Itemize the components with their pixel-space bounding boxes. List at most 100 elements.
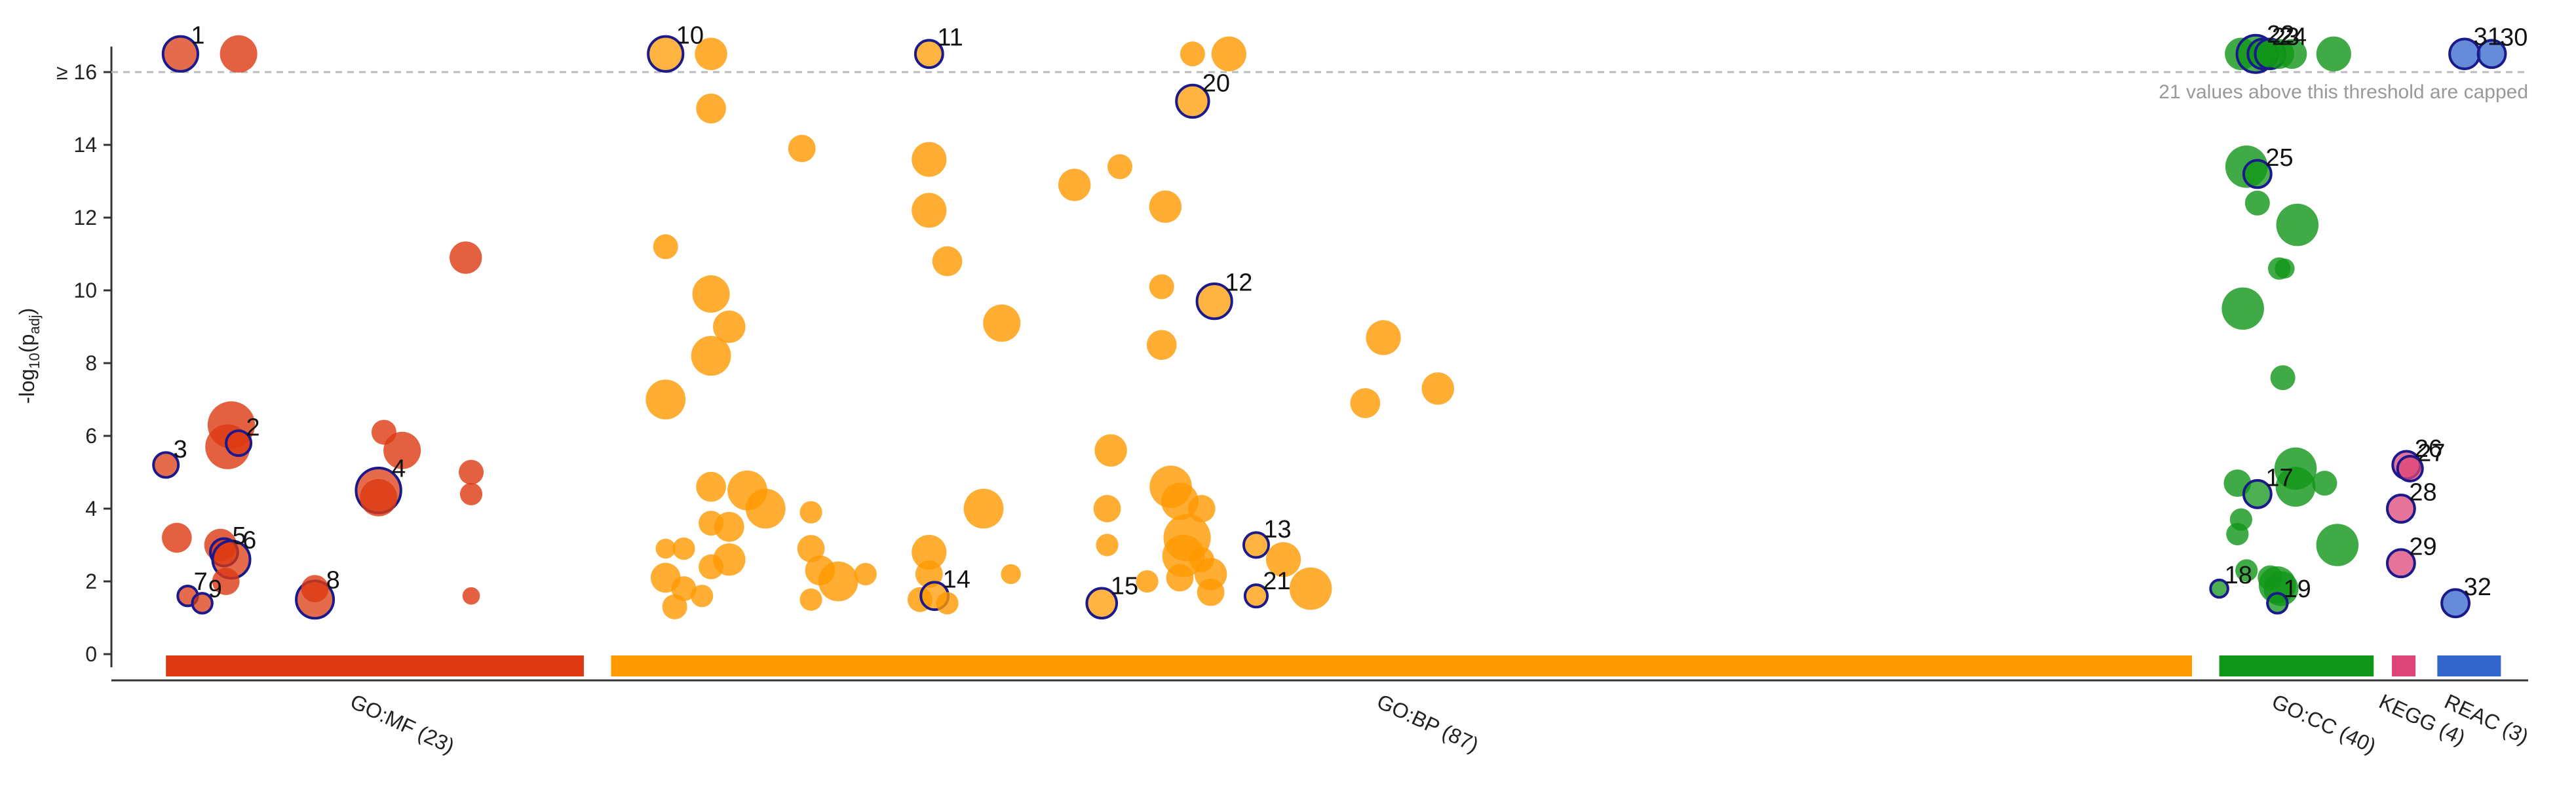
y-tick-label: 0 xyxy=(85,642,97,666)
data-point xyxy=(1265,542,1301,577)
data-point xyxy=(2276,203,2319,246)
data-point xyxy=(1175,83,1210,119)
point-label: 26 xyxy=(2415,435,2442,463)
data-point xyxy=(2266,592,2289,615)
data-point xyxy=(162,522,192,553)
data-point xyxy=(2316,36,2351,71)
data-point xyxy=(2440,588,2470,619)
data-point xyxy=(1211,36,1246,71)
data-point xyxy=(912,142,947,177)
data-point xyxy=(2316,524,2359,566)
point-label: 29 xyxy=(2409,534,2436,561)
y-tick-label: 10 xyxy=(73,279,97,302)
point-label: 18 xyxy=(2225,562,2252,589)
point-label: 3 xyxy=(174,436,187,463)
data-point xyxy=(383,431,421,469)
data-point xyxy=(647,35,685,73)
data-point xyxy=(2244,190,2270,216)
data-point xyxy=(936,592,959,615)
source-label: GO:MF (23) xyxy=(347,690,458,758)
point-label: 20 xyxy=(1202,70,1230,98)
data-point xyxy=(1107,154,1132,180)
data-point xyxy=(714,511,744,542)
y-tick-label: 14 xyxy=(73,133,97,157)
point-label: 27 xyxy=(2417,440,2445,467)
y-tick-label: 6 xyxy=(85,424,97,448)
data-point xyxy=(1058,168,1091,201)
data-point xyxy=(1195,283,1233,321)
point-label: 13 xyxy=(1263,516,1291,543)
data-point xyxy=(912,535,947,570)
data-point xyxy=(713,310,746,343)
data-point xyxy=(2226,522,2249,545)
point-label: 5 xyxy=(232,522,246,550)
data-point xyxy=(1093,495,1121,522)
y-tick-label: 2 xyxy=(85,570,97,593)
data-point xyxy=(360,478,398,516)
point-label: 15 xyxy=(1111,573,1138,600)
data-point xyxy=(2235,559,2258,582)
source-bar xyxy=(2219,655,2374,676)
data-point xyxy=(691,585,714,608)
data-point xyxy=(2242,478,2273,509)
data-point xyxy=(854,562,877,586)
point-label: 8 xyxy=(326,567,340,594)
data-point xyxy=(913,39,944,69)
point-label: 10 xyxy=(676,22,704,49)
point-label: 1 xyxy=(191,22,204,49)
y-tick-label: 12 xyxy=(73,206,97,229)
data-point xyxy=(2385,548,2416,579)
data-point xyxy=(1094,434,1127,467)
data-point xyxy=(2221,287,2264,330)
data-point xyxy=(932,246,963,277)
data-point xyxy=(645,380,686,419)
point-label: 24 xyxy=(2279,24,2307,51)
data-point xyxy=(692,275,730,313)
data-point xyxy=(696,471,726,502)
data-point xyxy=(963,488,1004,529)
data-point xyxy=(1001,564,1021,585)
y-axis-title: -log10(padj) xyxy=(15,308,43,404)
data-point xyxy=(797,535,825,562)
data-point xyxy=(459,482,483,505)
point-label: 2 xyxy=(246,414,260,442)
points xyxy=(152,33,2507,620)
data-point xyxy=(691,336,731,376)
point-label: 22 xyxy=(2267,21,2294,49)
data-point xyxy=(1136,570,1159,593)
data-point xyxy=(799,501,822,524)
point-label: 28 xyxy=(2409,478,2436,506)
source-bar xyxy=(611,655,2193,676)
data-point xyxy=(152,451,180,479)
data-point xyxy=(695,37,727,70)
point-label: 4 xyxy=(392,456,406,483)
source-bars: GO:MF (23) GO:BP (87) GO:CC (40)KEGG (4)RE… xyxy=(166,655,2532,758)
point-label: 30 xyxy=(2500,24,2528,52)
source-bar xyxy=(2392,655,2416,676)
data-point xyxy=(915,560,943,588)
data-point xyxy=(2312,471,2337,496)
source-label: GO:BP (87) xyxy=(1374,690,1482,757)
data-point xyxy=(450,241,482,274)
data-point xyxy=(1187,495,1216,522)
data-point xyxy=(212,568,240,595)
point-label: 32 xyxy=(2464,574,2491,601)
cap-note: 21 values above this threshold are cappe… xyxy=(2159,81,2528,103)
point-label: 25 xyxy=(2265,144,2293,172)
data-point xyxy=(696,93,726,124)
point-label: 17 xyxy=(2265,464,2293,492)
point-label: 23 xyxy=(2272,24,2299,51)
data-point xyxy=(655,538,676,559)
source-bar xyxy=(166,655,584,676)
point-label: 19 xyxy=(2283,575,2311,603)
data-point xyxy=(1243,583,1269,609)
point-label: 7 xyxy=(194,568,208,596)
point-label: 31 xyxy=(2474,24,2501,51)
data-point xyxy=(2476,39,2507,69)
data-point xyxy=(220,35,258,73)
data-point xyxy=(1197,578,1225,606)
point-label: 9 xyxy=(208,575,222,603)
data-point xyxy=(1146,330,1177,361)
data-point xyxy=(2277,39,2307,69)
point-label: 14 xyxy=(943,566,971,594)
